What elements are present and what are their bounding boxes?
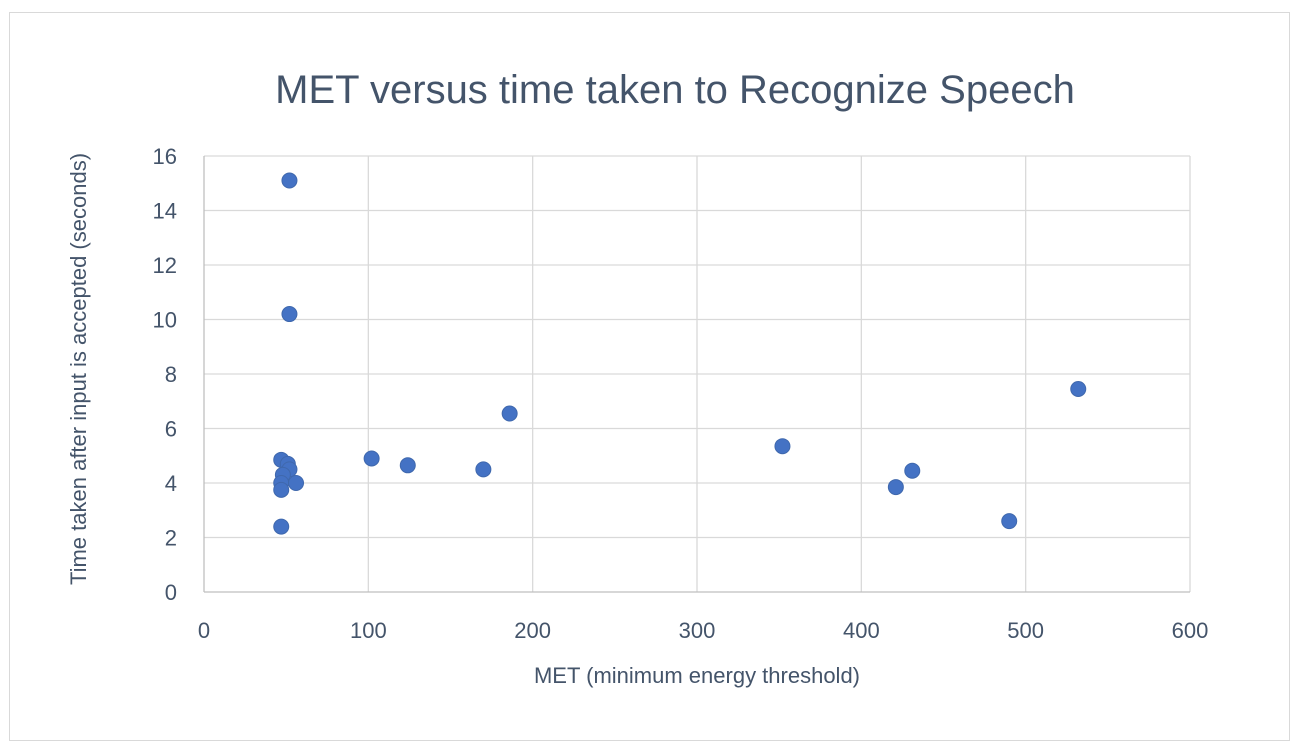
gridlines <box>204 155 1191 592</box>
y-tick-label: 12 <box>153 253 177 278</box>
y-tick-label: 2 <box>165 526 177 551</box>
x-tick-label: 400 <box>843 618 880 643</box>
data-point <box>774 438 791 455</box>
data-point <box>887 479 904 496</box>
axes <box>203 156 1190 593</box>
x-tick-label: 200 <box>514 618 551 643</box>
data-point <box>501 405 518 422</box>
x-tick-label: 300 <box>679 618 716 643</box>
tick-labels: 0 2 4 6 8 10 12 14 16 0 100 200 300 400 500 600 <box>153 144 1209 643</box>
x-tick-label: 600 <box>1172 618 1209 643</box>
data-point <box>288 475 305 491</box>
x-tick-label: 0 <box>198 618 210 643</box>
x-axis-label: MET (minimum energy threshold) <box>534 663 860 688</box>
y-tick-label: 4 <box>165 471 177 496</box>
data-point <box>399 457 416 474</box>
y-axis-label: Time taken after input is accepted (seco… <box>66 153 91 585</box>
x-tick-label: 100 <box>350 618 387 643</box>
data-point <box>904 462 921 479</box>
data-point <box>1001 513 1018 530</box>
x-tick-label: 500 <box>1007 618 1044 643</box>
data-point <box>273 518 290 535</box>
data-point <box>281 306 298 323</box>
data-point <box>475 461 492 478</box>
data-point <box>363 450 380 467</box>
data-point <box>273 481 290 498</box>
y-tick-label: 14 <box>153 199 177 224</box>
y-tick-label: 8 <box>165 362 177 387</box>
chart-title: MET versus time taken to Recognize Speec… <box>275 68 1075 112</box>
y-tick-label: 10 <box>153 308 177 333</box>
data-points <box>273 172 1087 535</box>
chart-area <box>9 12 1290 741</box>
data-point <box>281 172 298 189</box>
y-tick-label: 0 <box>165 580 177 605</box>
y-tick-label: 6 <box>165 417 177 442</box>
data-point <box>1070 380 1087 397</box>
y-tick-label: 16 <box>153 144 177 169</box>
